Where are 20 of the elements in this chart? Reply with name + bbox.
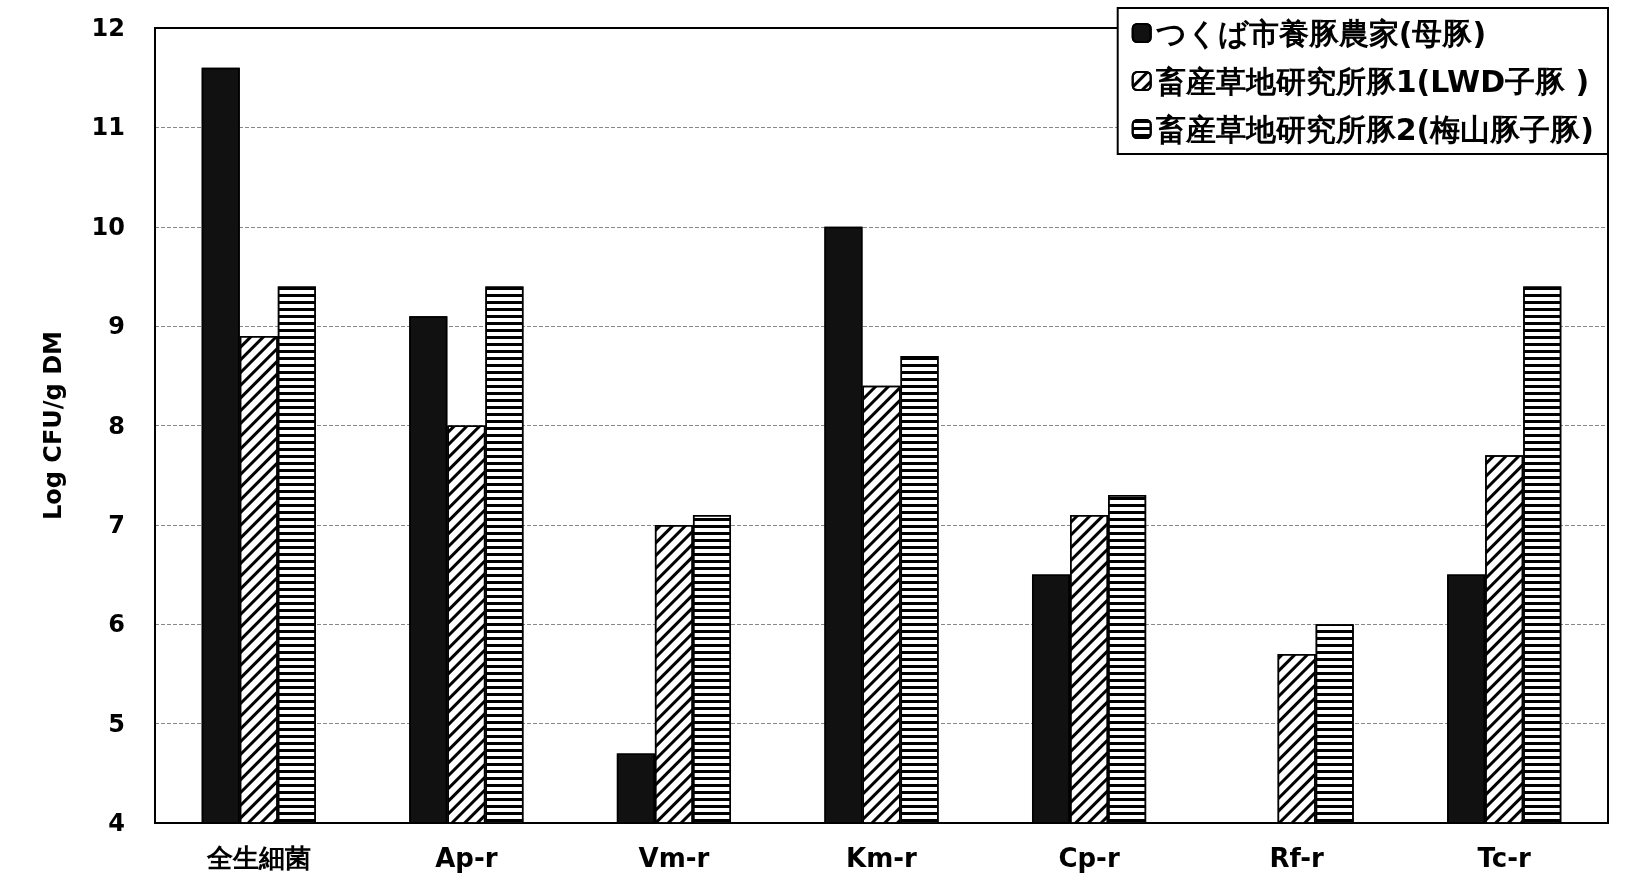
x-tick-label: Tc-r (1477, 843, 1532, 873)
x-tick-label: Rf-r (1269, 843, 1325, 873)
y-tick-label: 4 (108, 809, 125, 837)
y-tick-label: 12 (91, 14, 125, 42)
x-tick-label: Km-r (846, 843, 918, 873)
x-tick-label: Ap-r (435, 843, 498, 873)
y-tick-label: 7 (108, 510, 125, 539)
legend-label: つくば市養豚農家(母豚) (1155, 15, 1487, 51)
y-tick-label: 11 (91, 113, 125, 142)
y-tick-label: 8 (108, 411, 125, 440)
legend-label: 畜産草地研究所豚2(梅山豚子豚) (1155, 111, 1594, 147)
legend-label: 畜産草地研究所豚1(LWD子豚 ) (1155, 63, 1590, 99)
y-tick-label: 9 (108, 312, 125, 341)
y-axis-title: Log CFU/g DM (39, 331, 67, 520)
y-tick-label: 5 (108, 709, 125, 738)
x-tick-label: 全生細菌 (205, 843, 311, 873)
x-tick-label: Vm-r (638, 843, 710, 873)
y-tick-label: 10 (91, 212, 125, 241)
x-tick-label: Cp-r (1058, 843, 1120, 873)
y-tick-label: 6 (108, 610, 125, 639)
